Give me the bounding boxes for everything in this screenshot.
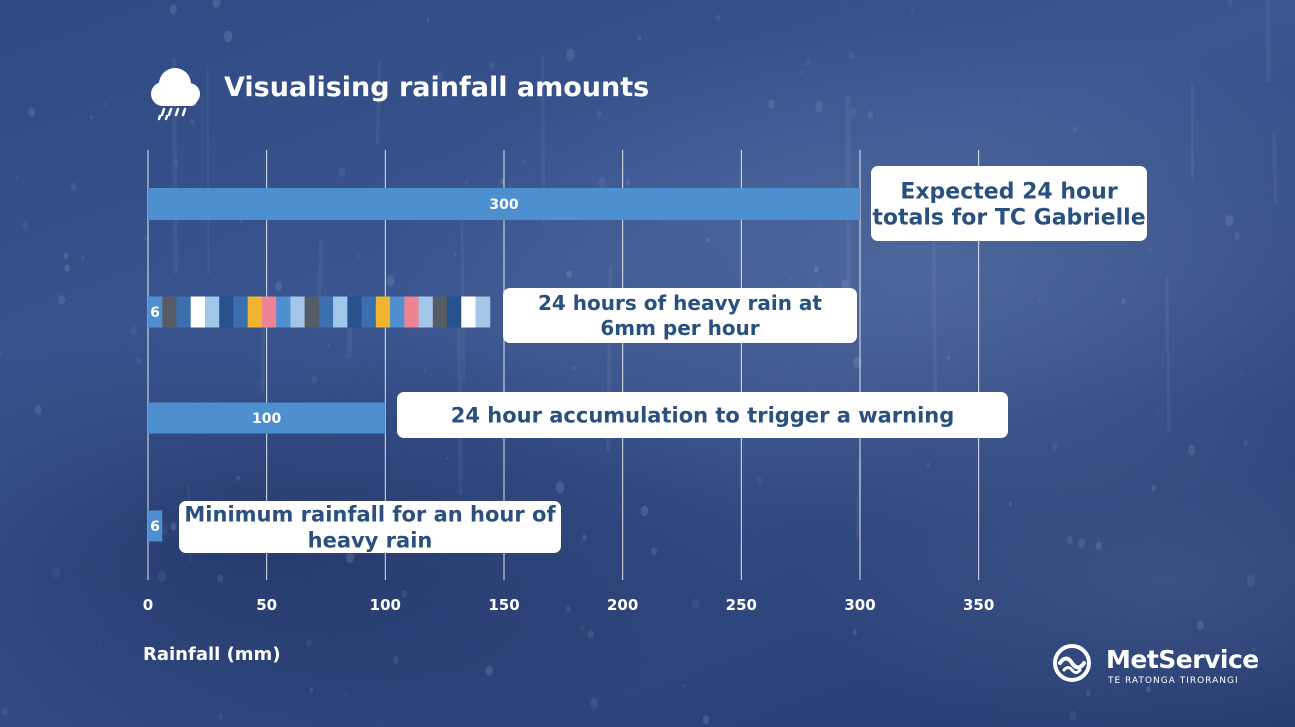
x-tick-label: 200 [607,596,638,614]
annotation-text: 24 hour accumulation to trigger a warnin… [451,404,955,428]
bar-segment [404,296,420,328]
bar-segment [347,296,363,328]
bar-value-label: 300 [489,197,518,213]
brand-name: MetService [1106,645,1259,674]
annotation-box [503,288,857,343]
x-tick-label: 350 [963,596,994,614]
chart-title: Visualising rainfall amounts [224,72,650,103]
bar-segment [418,296,434,328]
annotation-text: totals for TC Gabrielle [872,205,1145,230]
bar-value-label: 6 [150,305,160,321]
annotation-box [397,392,1008,438]
annotation-text: Minimum rainfall for an hour of [184,503,556,527]
annotation-box [179,501,561,553]
bar-segment [475,296,491,328]
bar-segment [233,296,249,328]
bar-segment [461,296,477,328]
bar-segment [148,296,163,328]
annotation-text: 6mm per hour [600,316,759,340]
bar-100 [148,402,386,434]
bar-segment [204,296,220,328]
bar-segment [333,296,348,328]
brand-tagline: TE RATONGA TIRORANGI [1108,676,1239,686]
bar-value-label: 6 [150,519,160,535]
annotation-text: 24 hours of heavy rain at [538,291,822,315]
bar-segment [375,296,391,328]
bar-segment [190,296,206,328]
bar-segment [247,296,263,328]
x-tick-label: 100 [370,596,401,614]
bar-segment [162,296,177,328]
bar-300 [148,188,860,220]
x-axis-label: Rainfall (mm) [143,644,281,665]
bar-segment [261,296,277,328]
bar-segment [290,296,306,328]
bar-segment [390,296,405,328]
x-tick-label: 50 [256,596,277,614]
bar-segment [276,296,291,328]
metservice-logo-icon [1053,644,1091,682]
bar-segment [432,296,448,328]
annotation-box [871,166,1147,241]
x-tick-label: 250 [726,596,757,614]
bar-segment [176,296,192,328]
bar-segment [304,296,320,328]
annotation-text: heavy rain [308,529,433,553]
x-tick-label: 150 [488,596,519,614]
rain-cloud-icon [151,68,200,121]
bar-segment [318,296,334,328]
x-tick-label: 300 [844,596,875,614]
x-tick-label: 0 [143,596,153,614]
annotation-text: Expected 24 hour [900,179,1117,204]
bar-6 [148,510,163,542]
bar-segment [447,296,462,328]
bar-segment [219,296,234,328]
bar-value-label: 100 [252,411,281,427]
bar-segment [361,296,377,328]
